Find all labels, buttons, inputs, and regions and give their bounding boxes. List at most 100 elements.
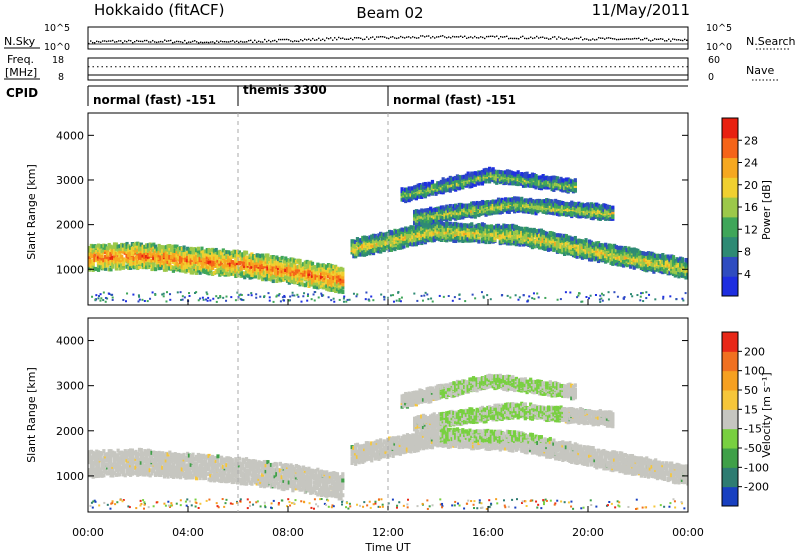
power-cell [402, 244, 406, 249]
power-cell [609, 248, 613, 253]
power-cell [448, 186, 452, 191]
nsky-point [346, 38, 348, 40]
power-cell [425, 225, 429, 230]
power-cell [246, 262, 250, 267]
nsky-point [406, 36, 408, 38]
power-cell [341, 279, 345, 284]
nsky-point [174, 41, 176, 43]
power-cell [529, 235, 533, 240]
power-cell [532, 230, 536, 235]
power-cell [454, 210, 458, 215]
power-cell [275, 261, 279, 266]
nsky-point [386, 37, 388, 39]
power-cell [411, 238, 415, 243]
power-cell [171, 255, 176, 260]
power-cell [559, 239, 563, 244]
power-cell [243, 264, 247, 269]
power-cell [152, 262, 156, 267]
power-cell [104, 250, 108, 255]
power-cell [293, 271, 297, 276]
power-cell [303, 260, 307, 265]
power-cell [434, 231, 438, 236]
nsky-point [526, 37, 528, 40]
power-cell [384, 241, 388, 246]
power-cell [280, 272, 284, 277]
power-cell [277, 270, 281, 275]
power-cell [629, 260, 633, 265]
power-cell [482, 170, 486, 175]
power-cell [137, 264, 142, 269]
power-cell [430, 229, 435, 234]
power-cell [335, 287, 340, 292]
power-cell [175, 263, 179, 268]
power-cell [319, 271, 324, 276]
power-cell [202, 264, 206, 269]
nsky-point [452, 35, 454, 38]
power-cell [511, 223, 515, 228]
power-cell [159, 245, 163, 250]
power-cell [643, 254, 647, 259]
power-cell [225, 266, 229, 271]
power-cell [679, 262, 683, 267]
power-cell [243, 275, 247, 280]
power-cell [255, 270, 259, 275]
power-cell [461, 229, 465, 234]
power-cell [178, 260, 183, 265]
power-cell [150, 253, 154, 258]
power-cell [184, 258, 188, 263]
power-cell [636, 256, 640, 261]
power-cell [563, 236, 567, 241]
power-cell [657, 266, 661, 271]
nsky-point [176, 40, 178, 43]
power-heatmap [88, 166, 688, 303]
power-cell [325, 268, 329, 273]
power-cell [552, 187, 556, 192]
power-cell [523, 174, 527, 179]
power-cell [402, 232, 406, 237]
power-cell [187, 265, 192, 270]
power-cell [627, 253, 631, 258]
power-cell [586, 252, 590, 257]
power-cell [464, 225, 468, 230]
power-cell [368, 235, 372, 240]
power-cell [530, 172, 535, 177]
power-cell [443, 238, 447, 243]
power-cell [255, 258, 259, 263]
power-cell [479, 229, 483, 234]
nsky-point [644, 37, 646, 40]
power-cell [409, 236, 413, 241]
power-cell [482, 232, 486, 237]
power-cell [495, 231, 499, 236]
power-cell [368, 251, 372, 256]
power-cell [112, 248, 117, 253]
power-cell [335, 279, 340, 284]
power-cell [337, 267, 341, 272]
power-cell [491, 225, 495, 230]
power-cell [441, 210, 445, 215]
power-cell [418, 183, 422, 188]
power-cell [296, 268, 300, 273]
power-cell [175, 267, 179, 272]
power-cell [180, 264, 184, 269]
nsky-point [398, 37, 400, 39]
power-cell [448, 215, 452, 220]
power-cell [289, 272, 293, 277]
power-cell [448, 235, 452, 240]
power-cell [414, 193, 418, 198]
nsky-point [154, 41, 156, 43]
power-cell [559, 235, 563, 240]
power-cell [604, 254, 608, 259]
power-cell [579, 245, 583, 250]
power-cell [470, 238, 474, 243]
power-cell [271, 265, 275, 270]
power-cell [434, 228, 438, 233]
power-cell [312, 284, 316, 289]
power-cell [623, 255, 627, 260]
power-cell [393, 240, 397, 245]
power-cell [118, 253, 122, 258]
power-cell [454, 206, 458, 211]
power-cell [643, 261, 647, 266]
power-cell [473, 178, 477, 183]
power-cell [287, 267, 291, 272]
power-cell [241, 271, 245, 276]
